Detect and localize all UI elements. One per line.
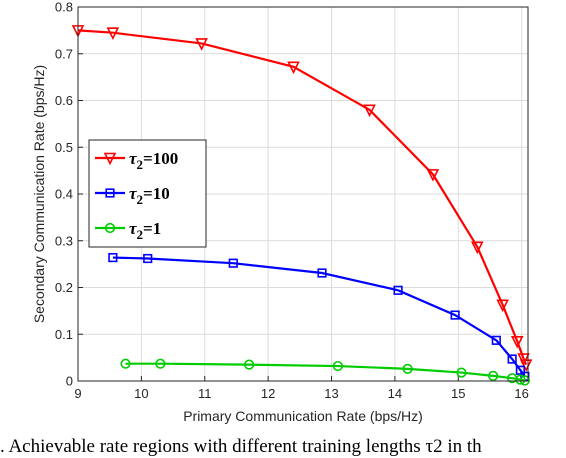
- data-point: [195, 38, 208, 51]
- x-tick-label: 14: [388, 386, 402, 401]
- legend-item: τ2=100: [95, 149, 178, 172]
- data-point: [517, 353, 530, 366]
- data-point: [143, 253, 153, 264]
- x-tick-label: 15: [451, 386, 465, 401]
- x-tick-label: 10: [134, 386, 148, 401]
- legend: τ2=100 τ2=10 τ2=1: [88, 139, 207, 248]
- chart: 9 10 11 12 13 14 15 16 0 0.1 0.2 0.3 0.4 0.5 0.6 0.7 0.8…: [31, 0, 533, 424]
- data-point: [471, 241, 484, 255]
- data-point: [507, 354, 517, 364]
- data-point: [228, 258, 238, 268]
- y-tick-label: 0.6: [55, 93, 73, 108]
- data-point: [426, 169, 440, 182]
- x-tick-label: 11: [198, 386, 212, 401]
- data-point: [332, 360, 343, 372]
- y-tick-label: 0.7: [55, 46, 73, 61]
- tick-labels: 9 10 11 12 13 14 15 16 0 0.1 0.2 0.3 0.4 0.5 0.6 0.7 0.8: [55, 0, 529, 401]
- data-point: [510, 335, 524, 349]
- data-point: [108, 252, 118, 263]
- data-point: [363, 104, 376, 118]
- data-point: [519, 359, 533, 372]
- data-point: [244, 359, 255, 370]
- data-point: [120, 358, 131, 369]
- data-point: [104, 222, 116, 234]
- y-tick-label: 0.5: [55, 140, 73, 155]
- data-point: [496, 299, 509, 313]
- y-tick-label: 0.3: [55, 233, 73, 248]
- figure-caption: . Achievable rate regions with different…: [0, 436, 482, 457]
- series: [108, 252, 530, 381]
- legend-label: τ2=1: [129, 219, 161, 242]
- data-point: [317, 268, 327, 278]
- y-tick-label: 0.2: [55, 280, 73, 295]
- x-tick-label: 16: [514, 386, 528, 401]
- y-tick-label: 0.8: [55, 0, 73, 15]
- data-point: [106, 27, 120, 41]
- x-tick-label: 13: [324, 386, 338, 401]
- y-tick-label: 0.1: [55, 327, 73, 342]
- data-point: [103, 152, 117, 166]
- series-line: [77, 29, 528, 366]
- series: [71, 25, 533, 372]
- data-point: [491, 335, 501, 345]
- legend-item: τ2=1: [95, 219, 161, 242]
- data-point: [105, 188, 115, 198]
- data-point: [456, 367, 467, 378]
- data-point: [402, 363, 413, 374]
- legend-label: τ2=10: [129, 184, 170, 207]
- data-point: [515, 374, 526, 385]
- series-layer: [71, 25, 533, 386]
- plot-border: [77, 6, 529, 382]
- series-line: [112, 256, 526, 377]
- data-point: [287, 61, 300, 75]
- x-axis-label: Primary Communication Rate (bps/Hz): [183, 408, 423, 424]
- legend-label: τ2=100: [129, 149, 178, 172]
- x-tick-label: 9: [74, 386, 81, 401]
- data-point: [393, 285, 403, 295]
- data-point: [488, 370, 499, 381]
- legend-item: τ2=10: [95, 184, 170, 207]
- x-tick-label: 12: [261, 386, 275, 401]
- y-tick-label: 0.4: [55, 187, 73, 202]
- data-point: [450, 310, 460, 320]
- y-tick-label: 0: [66, 374, 73, 389]
- y-axis-label: Secondary Communication Rate (bps/Hz): [31, 65, 47, 323]
- data-point: [155, 358, 166, 369]
- series: [120, 358, 530, 386]
